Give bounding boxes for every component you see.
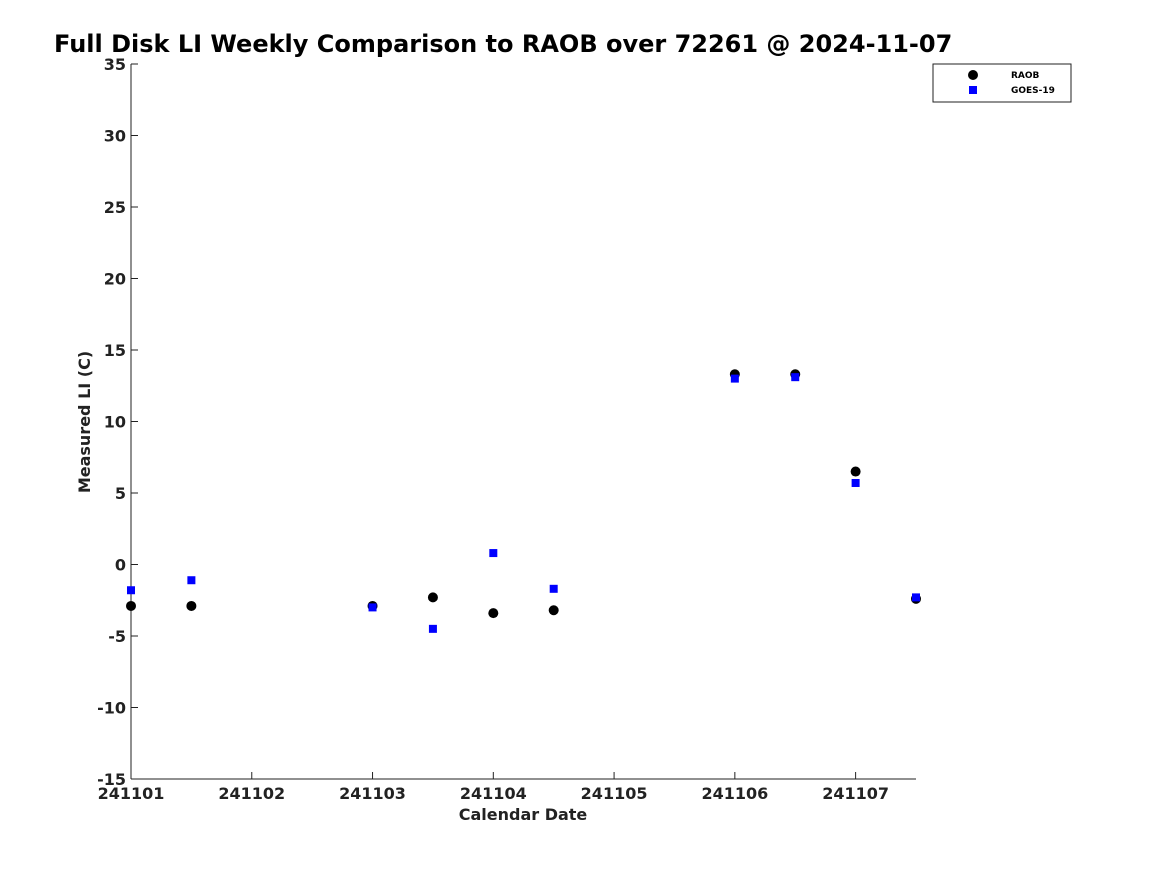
x-axis-label: Calendar Date (459, 805, 588, 824)
y-tick-label: 5 (115, 484, 126, 503)
y-tick-label: 15 (104, 341, 126, 360)
data-points (126, 369, 921, 633)
legend: RAOB GOES-19 (932, 63, 1072, 103)
raob-point (126, 600, 136, 611)
y-tick-label: -10 (97, 699, 126, 718)
raob-point (488, 608, 499, 619)
goes-point (127, 586, 135, 595)
x-tick-label: 241101 (98, 784, 165, 803)
legend-marker-raob (968, 70, 978, 80)
y-tick-label: -5 (108, 627, 126, 646)
goes-point (791, 373, 800, 382)
goes-point (549, 584, 558, 593)
goes-point (851, 478, 860, 487)
raob-point (186, 600, 197, 611)
y-tick-label: -15 (97, 770, 126, 789)
goes-point (912, 593, 920, 602)
goes-point (730, 374, 739, 383)
x-tick-label: 241107 (822, 784, 889, 803)
raob-point (427, 592, 438, 603)
goes-point (187, 576, 196, 585)
axes (130, 63, 916, 780)
y-axis-label: Measured LI (C) (75, 351, 94, 493)
x-tick-label: 241105 (581, 784, 648, 803)
y-tick-label: 0 (115, 556, 126, 575)
goes-point (368, 603, 377, 612)
legend-marker-goes (969, 86, 977, 94)
y-tick-label: 30 (104, 127, 126, 146)
goes-point (428, 624, 437, 633)
raob-point (548, 605, 559, 616)
goes-point (489, 549, 498, 558)
y-tick-label: 25 (104, 198, 126, 217)
raob-point (850, 466, 861, 477)
legend-box (932, 63, 1072, 103)
y-tick-label: 20 (104, 270, 126, 289)
x-tick-label: 241106 (701, 784, 768, 803)
y-tick-label: 35 (104, 55, 126, 74)
y-tick-label: 10 (104, 413, 126, 432)
chart-title: Full Disk LI Weekly Comparison to RAOB o… (54, 30, 952, 58)
x-tick-label: 241104 (460, 784, 527, 803)
tick-labels: -15 -10 -5 0 5 10 15 20 25 30 35 241101 241102 241103… (97, 55, 889, 803)
x-tick-label: 241102 (218, 784, 285, 803)
legend-label: RAOB (1011, 71, 1040, 81)
legend-label: GOES-19 (1011, 86, 1055, 96)
x-tick-label: 241103 (339, 784, 406, 803)
